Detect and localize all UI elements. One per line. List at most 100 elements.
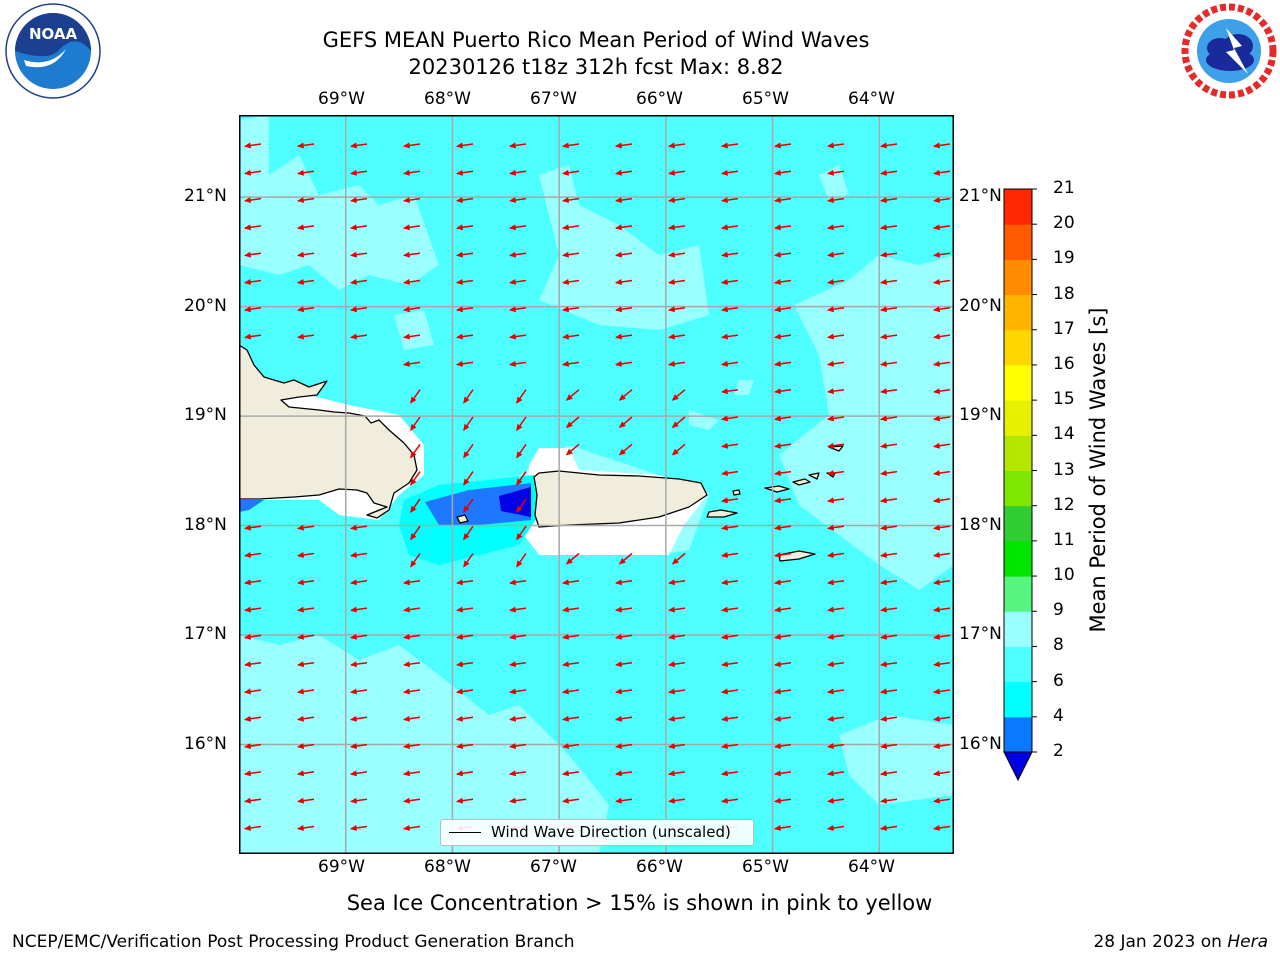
wind-wave-arrow-head (773, 633, 782, 640)
wind-wave-arrow-head (879, 688, 888, 695)
wind-wave-arrow-head (879, 279, 888, 285)
wind-wave-arrow-head (720, 797, 729, 804)
wind-wave-arrow-head (402, 797, 411, 804)
colorbar-segment (1004, 646, 1032, 683)
wind-wave-arrow-head (826, 524, 835, 531)
wind-wave-arrow-head (463, 451, 470, 459)
colorbar-tick-label: 18 (1053, 283, 1075, 304)
wind-wave-arrow-head (773, 169, 782, 176)
colorbar-tick-label: 9 (1053, 600, 1064, 621)
wind-wave-arrow-head (402, 279, 411, 285)
wind-wave-arrow-head (455, 306, 464, 313)
wind-wave-arrow-head (879, 197, 888, 203)
wind-wave-arrow-head (879, 661, 888, 668)
colorbar-tick-label: 20 (1053, 213, 1075, 234)
lon-tick-bottom: 64°W (848, 857, 895, 877)
colorbar-tick-label: 16 (1053, 353, 1075, 374)
wind-wave-arrow-head (773, 606, 782, 613)
map-legend: Wind Wave Direction (unscaled) (440, 819, 754, 846)
wind-wave-arrow-head (455, 770, 464, 777)
map-plot (239, 115, 954, 854)
wind-wave-arrow-head (773, 306, 782, 313)
wind-wave-arrow-head (932, 442, 941, 449)
wind-wave-arrow-head (463, 533, 470, 541)
lon-tick-bottom: 68°W (424, 857, 471, 877)
wind-wave-arrow-head (349, 825, 358, 831)
wind-wave-arrow-head (349, 524, 358, 531)
wind-wave-arrow-head (243, 743, 252, 749)
wind-wave-arrow-head (516, 533, 523, 541)
colorbar-segment (1004, 400, 1032, 436)
wind-wave-arrow-head (720, 770, 729, 777)
wind-wave-arrow-head (879, 333, 888, 340)
wind-wave-arrow-head (508, 360, 517, 367)
wind-wave-arrow-head (667, 360, 676, 367)
wind-wave-arrow-head (614, 251, 623, 258)
wind-wave-arrow-head (879, 715, 888, 722)
wind-wave-arrow-head (618, 421, 626, 429)
wind-wave-arrow-head (773, 579, 782, 586)
wind-wave-arrow-head (932, 279, 941, 285)
wind-wave-arrow-head (720, 524, 729, 531)
wind-wave-arrow-head (296, 579, 305, 586)
lat-tick-left: 18°N (184, 515, 227, 535)
wind-wave-arrow-head (243, 306, 252, 313)
wind-wave-arrow-head (773, 743, 782, 749)
wind-wave-arrow-head (879, 497, 888, 504)
wind-wave-arrow-head (565, 557, 573, 565)
wind-wave-arrow-head (561, 224, 570, 231)
wind-wave-arrow-head (879, 606, 888, 613)
wind-wave-arrow-head (349, 279, 358, 285)
wind-wave-arrow-head (720, 169, 729, 176)
wind-wave-arrow-head (455, 633, 464, 640)
colorbar-segment (1004, 576, 1032, 612)
wind-wave-arrow-head (243, 142, 252, 149)
wind-wave-arrow-head (349, 552, 358, 558)
lon-tick-bottom: 66°W (636, 857, 683, 877)
wind-wave-arrow-head (455, 661, 464, 668)
wind-wave-arrow-head (296, 552, 305, 558)
wind-wave-arrow-head (773, 197, 782, 203)
wind-wave-arrow-head (773, 142, 782, 149)
wind-wave-arrow-head (773, 251, 782, 258)
wind-wave-arrow-head (720, 688, 729, 695)
wind-wave-arrow-head (879, 251, 888, 258)
colorbar-tick-label: 21 (1053, 178, 1075, 198)
wind-wave-arrow-head (826, 306, 835, 313)
vieques-island (706, 509, 738, 518)
wind-wave-arrow-head (410, 533, 417, 541)
wind-wave-arrow-head (667, 579, 676, 586)
wind-wave-arrow-head (773, 715, 782, 722)
wind-wave-arrow-head (720, 661, 729, 668)
wind-wave-arrow-head (932, 633, 941, 640)
sea-ice-note: Sea Ice Concentration > 15% is shown in … (346, 891, 933, 915)
mona-min-period-zone (499, 487, 531, 517)
wind-wave-arrow-head (879, 224, 888, 231)
wind-wave-arrow-head (349, 579, 358, 586)
wind-wave-arrow-head (932, 415, 941, 422)
wind-wave-arrow-head (561, 797, 570, 804)
wind-wave-arrow-head (463, 423, 470, 432)
footer-host: Hera (1227, 932, 1268, 952)
wind-wave-arrow-head (410, 478, 417, 486)
wind-wave-arrow-head (614, 360, 623, 367)
wind-wave-arrow-head (826, 715, 835, 722)
colorbar-tick-label: 6 (1053, 670, 1064, 691)
wind-wave-arrow-head (773, 470, 782, 476)
wind-wave-arrow-head (614, 579, 623, 586)
wind-wave-arrow-head (561, 279, 570, 285)
wind-wave-arrow-head (296, 743, 305, 749)
colorbar-segment (1004, 716, 1032, 753)
wind-wave-arrow-head (667, 224, 676, 231)
colorbar-tick-label: 10 (1053, 565, 1075, 586)
wind-wave-arrow-head (826, 797, 835, 804)
wind-wave-arrow-head (879, 524, 888, 531)
wind-wave-arrow-head (614, 715, 623, 722)
wind-wave-arrow-head (720, 197, 729, 203)
wind-wave-arrow-head (508, 333, 517, 340)
wind-wave-arrow-head (879, 797, 888, 804)
wind-wave-arrow-head (243, 279, 252, 285)
lat-tick-right: 19°N (959, 405, 1002, 425)
wind-wave-arrow-head (614, 688, 623, 695)
wind-wave-arrow-head (667, 743, 676, 749)
